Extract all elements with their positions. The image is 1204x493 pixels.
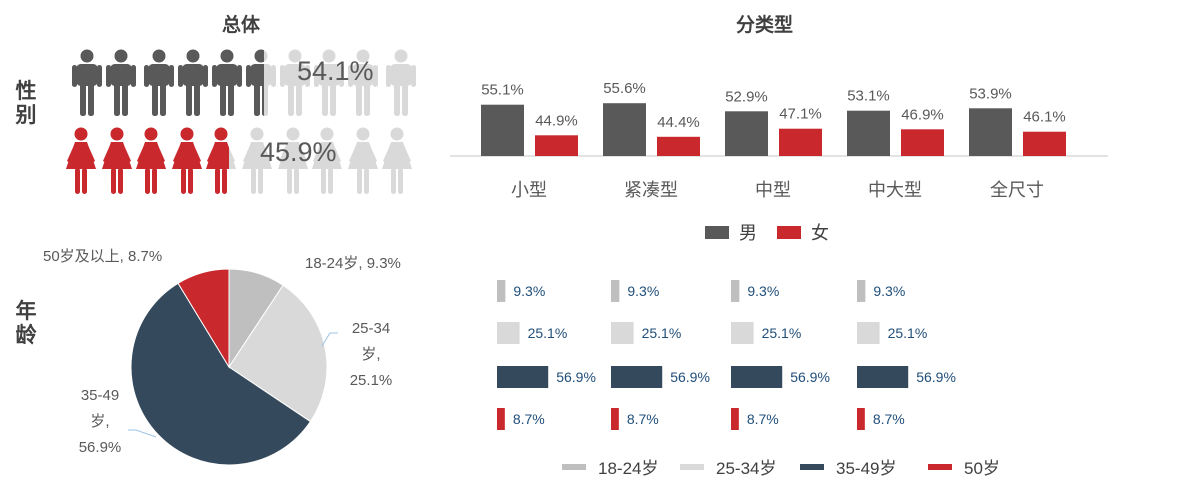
age-bar-label: 8.7% xyxy=(873,411,905,427)
age-bar-label: 56.9% xyxy=(670,369,710,385)
age-bar xyxy=(497,280,506,302)
age-bar-label: 8.7% xyxy=(627,411,659,427)
age-bar-label: 9.3% xyxy=(873,283,905,299)
age-bar-label: 56.9% xyxy=(556,369,596,385)
type-bar-chart: 55.1% 44.9% 小型 55.6% 44.4% 紧凑型 52.9% 47.1% 中型 53.… xyxy=(450,80,1108,243)
bar-data-label: 44.9% xyxy=(535,112,578,129)
age-bar xyxy=(611,322,634,344)
bar-male xyxy=(725,111,768,156)
age-bar xyxy=(731,408,739,430)
legend-swatch xyxy=(680,464,704,470)
age-bar xyxy=(857,366,909,388)
bar-female xyxy=(901,129,944,156)
bar-data-label: 46.9% xyxy=(901,106,944,123)
pie-slice xyxy=(130,282,312,466)
pie-slice xyxy=(177,268,230,369)
pie-label: 25.1% xyxy=(350,372,393,389)
age-bar-label: 56.9% xyxy=(916,369,956,385)
bar-data-label: 53.1% xyxy=(847,88,890,105)
category-tick-label: 紧凑型 xyxy=(624,180,678,200)
bar-data-label: 52.9% xyxy=(725,88,768,105)
category-tick-label: 全尺寸 xyxy=(990,180,1044,200)
pie-label: 岁, xyxy=(90,413,109,430)
male-pct-label: 54.1% xyxy=(297,56,374,86)
legend-label: 25-34岁 xyxy=(716,459,776,478)
bar-female xyxy=(779,128,822,156)
leader-line xyxy=(128,429,157,438)
legend-label: 女 xyxy=(811,223,829,243)
bar-data-label: 46.1% xyxy=(1023,109,1066,126)
category-tick-label: 小型 xyxy=(511,180,547,200)
age-pie-chart: 18-24岁, 9.3% 25-34 岁, 25.1% 35-49 岁, 56.9% 50岁及… xyxy=(43,248,401,466)
bar-data-label: 55.1% xyxy=(481,82,524,99)
bar-data-label: 53.9% xyxy=(969,85,1012,102)
bar-data-label: 55.6% xyxy=(603,80,646,97)
leader-line xyxy=(321,332,338,347)
age-bar-label: 25.1% xyxy=(642,325,682,341)
legend-swatch xyxy=(928,464,952,470)
category-tick-label: 中大型 xyxy=(868,180,922,200)
bar-female xyxy=(657,136,700,156)
age-bar-label: 25.1% xyxy=(528,325,568,341)
pie-slice xyxy=(228,284,328,423)
bar-male xyxy=(603,103,646,156)
pie-label: 岁, xyxy=(361,346,380,363)
pie-label: 25-34 xyxy=(352,320,390,337)
age-bar xyxy=(857,408,865,430)
legend-swatch xyxy=(705,226,729,239)
legend-swatch xyxy=(777,226,801,239)
bar-data-label: 44.4% xyxy=(657,114,700,131)
legend-label: 50岁 xyxy=(964,459,1000,478)
age-bar-label: 9.3% xyxy=(513,283,545,299)
age-bar xyxy=(611,366,663,388)
age-bar-label: 56.9% xyxy=(790,369,830,385)
bar-female xyxy=(1023,131,1066,156)
age-bar xyxy=(497,408,505,430)
age-bar-label: 9.3% xyxy=(627,283,659,299)
age-bar xyxy=(497,366,549,388)
legend-label: 男 xyxy=(739,223,757,243)
age-bar-label: 9.3% xyxy=(747,283,779,299)
age-bar-label: 8.7% xyxy=(747,411,779,427)
pie-label: 18-24岁, 9.3% xyxy=(305,255,401,272)
age-bar xyxy=(611,280,620,302)
bar-male xyxy=(481,104,524,156)
age-bar xyxy=(857,322,880,344)
age-label: 年龄 xyxy=(15,300,37,347)
legend-label: 35-49岁 xyxy=(836,459,896,478)
age-bar xyxy=(857,280,866,302)
pie-label: 56.9% xyxy=(79,439,122,456)
female-figures-filled xyxy=(66,127,229,194)
legend-swatch xyxy=(800,464,824,470)
category-tick-label: 中型 xyxy=(755,180,791,200)
age-bar xyxy=(611,408,619,430)
age-bar xyxy=(731,280,740,302)
pie-label: 35-49 xyxy=(81,387,119,404)
age-bar xyxy=(497,322,520,344)
bar-male xyxy=(969,108,1012,156)
age-bar xyxy=(731,322,754,344)
pie-label: 50岁及以上, 8.7% xyxy=(43,248,162,265)
gender-label: 性别 xyxy=(15,80,37,127)
legend-swatch xyxy=(562,464,586,470)
age-bar-label: 25.1% xyxy=(762,325,802,341)
age-bar-panels: 9.3% 25.1% 56.9% 8.7% 9.3% 25.1% 56.9% 8.7% 9.3%… xyxy=(497,280,1000,478)
age-bar xyxy=(731,366,783,388)
age-bar-label: 25.1% xyxy=(888,325,928,341)
female-pct-label: 45.9% xyxy=(260,137,337,167)
legend-label: 18-24岁 xyxy=(598,459,658,478)
bar-female xyxy=(535,135,578,156)
gender-pictograph xyxy=(66,49,416,194)
bar-male xyxy=(847,110,890,156)
bar-data-label: 47.1% xyxy=(779,106,822,123)
age-bar-label: 8.7% xyxy=(513,411,545,427)
overall-title: 总体 xyxy=(222,15,261,36)
by-type-title: 分类型 xyxy=(736,15,794,36)
